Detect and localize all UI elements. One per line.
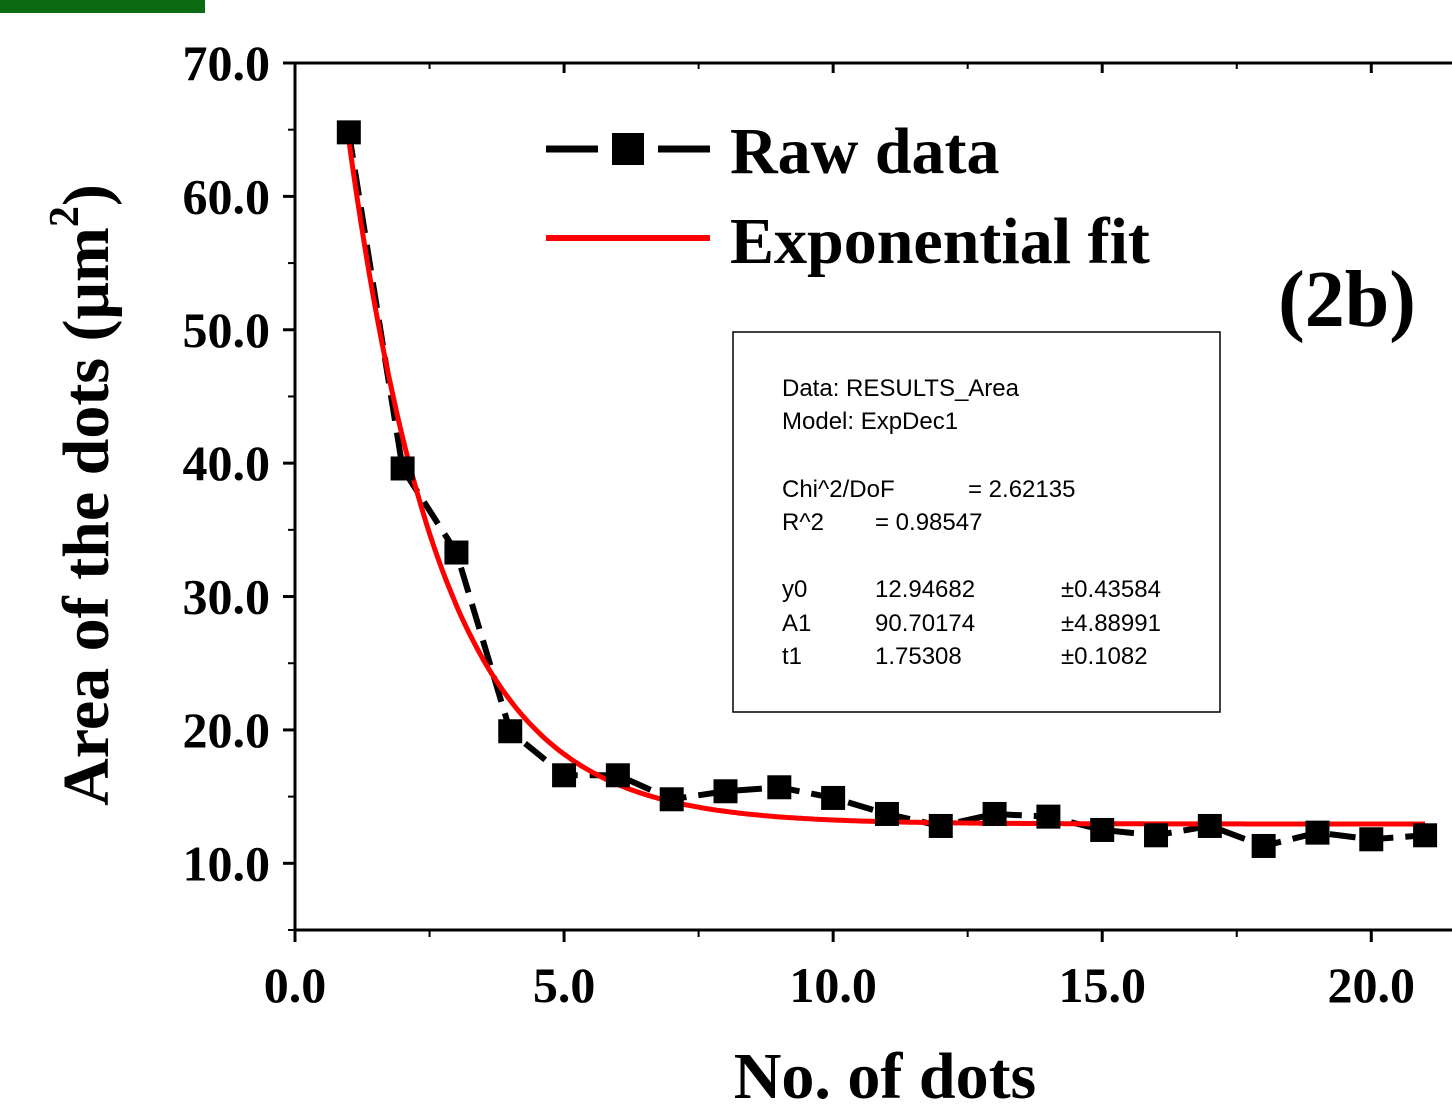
y-tick-label: 70.0 (183, 35, 271, 91)
y-tick-label: 40.0 (183, 435, 271, 491)
raw-data-point (928, 813, 953, 838)
y-tick-label: 50.0 (183, 302, 271, 358)
raw-data-point (1413, 823, 1438, 848)
fit-results-box: Data: RESULTS_Area Model: ExpDec1 Chi^2/… (732, 331, 1221, 713)
fit-param-y0-name: y0 (782, 576, 807, 603)
raw-data-point (1359, 827, 1384, 852)
x-tick-label: 15.0 (1058, 957, 1146, 1013)
raw-data-point (821, 785, 846, 810)
raw-data-point (659, 787, 684, 812)
y-axis-title-close: ) (50, 184, 123, 206)
raw-data-point (336, 120, 361, 145)
fit-r2-label: R^2 (782, 509, 824, 536)
legend: Raw data Exponential fit (546, 115, 1150, 278)
fit-chi-value: = 2.62135 (968, 476, 1075, 503)
fit-chi-label: Chi^2/DoF (782, 476, 895, 503)
fit-param-a1-name: A1 (782, 610, 811, 637)
fit-param-y0-error: ±0.43584 (1061, 576, 1161, 603)
x-tick-label: 10.0 (789, 957, 877, 1013)
raw-data-point (1305, 820, 1330, 845)
raw-data-point (498, 719, 523, 744)
y-tick-label: 60.0 (183, 168, 271, 224)
y-axis-title-main: Area of the dots (μm (50, 227, 123, 806)
legend-raw-marker (612, 133, 644, 165)
y-tick-label: 20.0 (183, 702, 271, 758)
x-tick-label: 0.0 (264, 957, 327, 1013)
x-tick-label: 5.0 (533, 957, 596, 1013)
panel-label: (2b) (1278, 256, 1416, 344)
legend-fit-label: Exponential fit (730, 205, 1150, 278)
raw-data-point (1036, 804, 1061, 829)
x-tick-label: 20.0 (1328, 957, 1416, 1013)
raw-data-point (982, 801, 1007, 826)
raw-data-point (552, 763, 577, 788)
y-tick-label: 10.0 (183, 835, 271, 891)
series-layer (336, 120, 1438, 858)
fit-param-t1-value: 1.75308 (875, 643, 962, 670)
raw-data-point (874, 801, 899, 826)
fit-model-line: Model: ExpDec1 (782, 408, 958, 435)
raw-data-point (713, 779, 738, 804)
raw-data-point (1197, 813, 1222, 838)
x-axis-title: No. of dots (734, 1040, 1037, 1109)
legend-raw-label: Raw data (730, 115, 1000, 188)
raw-data-point (1090, 817, 1115, 842)
raw-data-point (767, 775, 792, 800)
fit-param-a1-error: ±4.88991 (1061, 610, 1161, 637)
raw-data-point (605, 763, 630, 788)
tick-labels: 10.0 20.0 30.0 40.0 50.0 60.0 70.0 0.0 5.0 10.0 15… (183, 35, 1416, 1013)
raw-data-point (1251, 833, 1276, 858)
y-tick-label: 30.0 (183, 569, 271, 625)
corner-color-bar (0, 0, 205, 13)
fit-param-y0-value: 12.94682 (875, 576, 975, 603)
fit-param-a1-value: 90.70174 (875, 610, 975, 637)
fit-r2-value: = 0.98547 (875, 509, 982, 536)
y-axis-title: Area of the dots (μm2) (42, 184, 123, 806)
fit-param-t1-name: t1 (782, 643, 802, 670)
y-axis-title-sup: 2 (42, 206, 88, 227)
ticks (283, 61, 1373, 942)
fit-param-t1-error: ±0.1082 (1061, 643, 1148, 670)
fit-data-line: Data: RESULTS_Area (782, 375, 1020, 402)
raw-data-point (1144, 823, 1169, 848)
raw-data-point (390, 456, 415, 481)
fit-box-frame (732, 331, 1221, 713)
raw-data-point (444, 540, 469, 565)
axes (293, 61, 1452, 932)
